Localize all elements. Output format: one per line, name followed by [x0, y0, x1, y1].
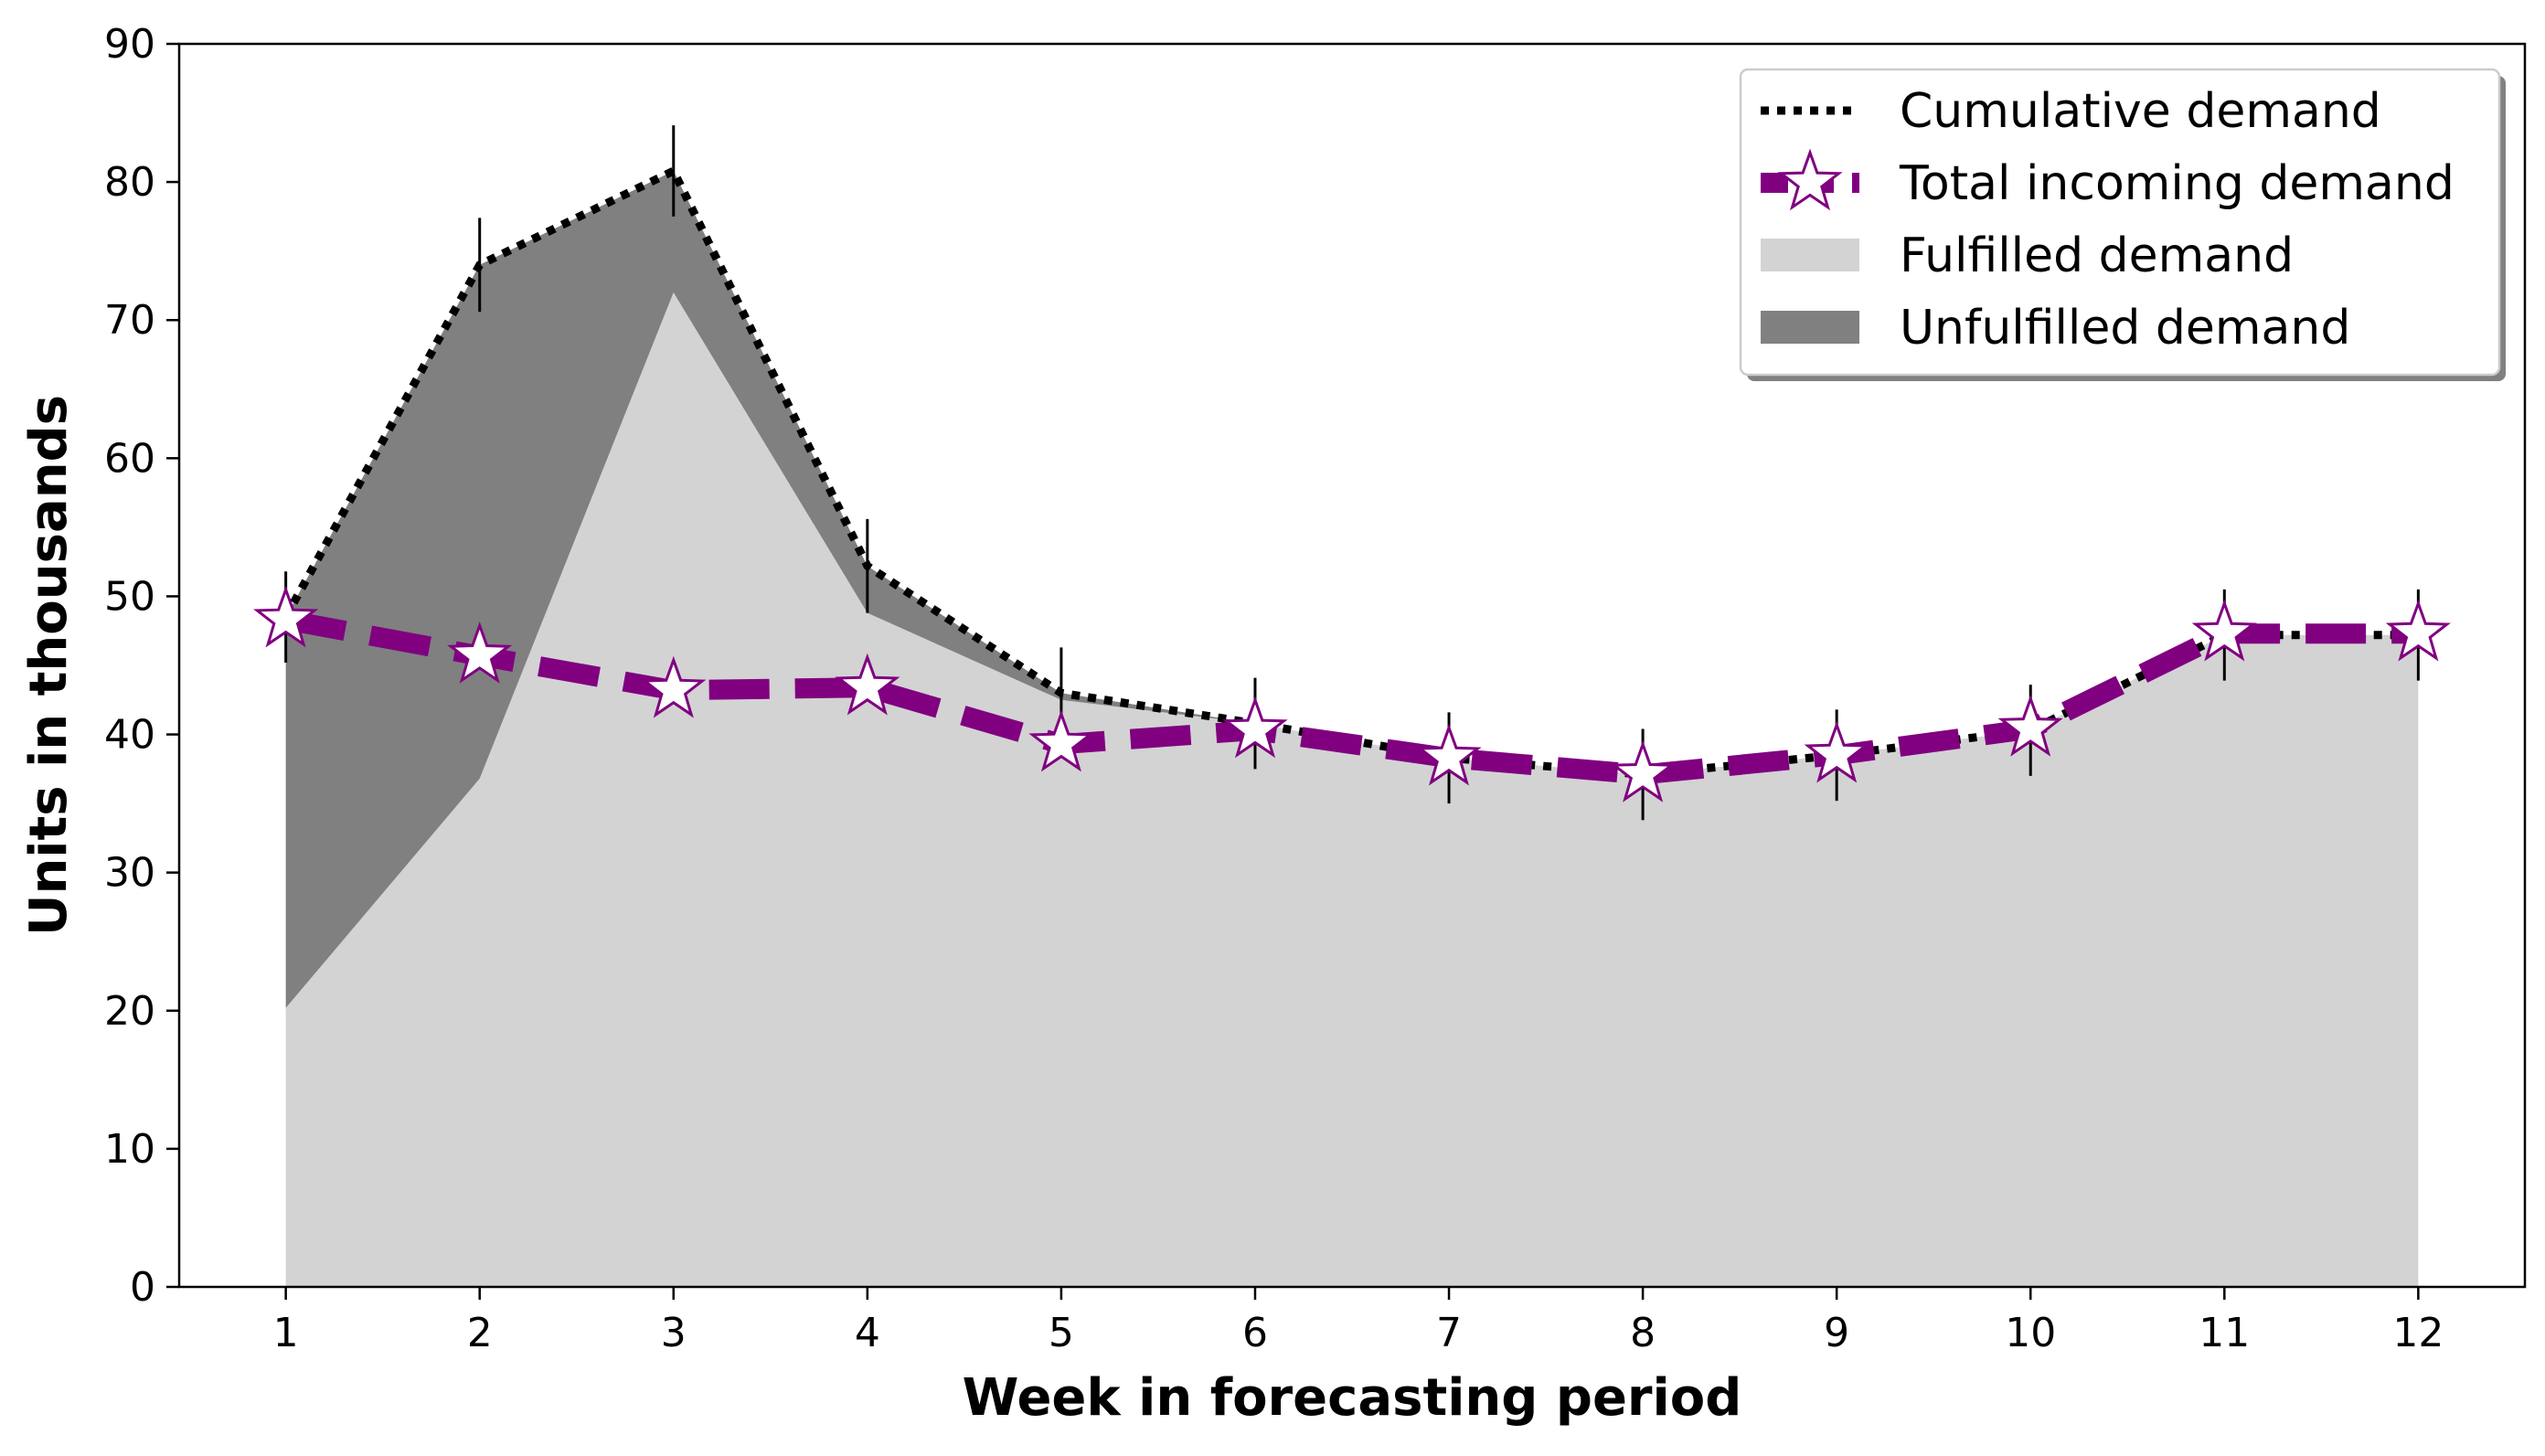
legend-box [1739, 68, 2501, 377]
y-tick-label: 50 [104, 573, 155, 620]
legend-label: Unfulfilled demand [1900, 301, 2350, 356]
star-marker [1028, 709, 1094, 772]
x-axis-title: Week in forecasting period [963, 1368, 1742, 1428]
star-marker [447, 621, 513, 684]
x-tick-label: 10 [2005, 1310, 2056, 1356]
y-tick-label: 40 [104, 712, 155, 759]
y-axis-title: Units in thousands [19, 395, 79, 936]
x-tick-label: 11 [2199, 1310, 2250, 1356]
x-tick-label: 4 [855, 1310, 880, 1356]
fulfilled-area [285, 292, 2419, 1287]
x-tick-label: 5 [1049, 1310, 1074, 1356]
legend-swatch [1761, 311, 1859, 344]
x-tick-label: 3 [661, 1310, 687, 1356]
line-layer [282, 165, 2419, 785]
y-tick-label: 70 [104, 297, 155, 344]
y-tick-label: 0 [130, 1264, 155, 1311]
star-marker [2385, 599, 2451, 662]
legend-label: Cumulative demand [1900, 84, 2381, 139]
y-tick-label: 30 [104, 850, 155, 897]
plot-frame [177, 42, 2527, 1289]
x-tick-label: 1 [273, 1310, 299, 1356]
legend-items: Cumulative demand Total incoming demand Fu… [1761, 84, 2454, 356]
y-tick-label: 20 [104, 988, 155, 1035]
x-tick-label: 12 [2392, 1310, 2444, 1356]
x-tick-label: 6 [1242, 1310, 1268, 1356]
x-tick-label: 7 [1436, 1310, 1462, 1356]
legend-swatch [1761, 239, 1859, 271]
x-tick-label: 9 [1824, 1310, 1849, 1356]
star-marker [1416, 723, 1482, 786]
y-tick-label: 10 [104, 1126, 155, 1173]
star-marker [2191, 599, 2257, 662]
legend-label: Fulfilled demand [1900, 228, 2294, 283]
star-marker [1610, 739, 1676, 802]
area-layer [285, 171, 2419, 1287]
legend-star-icon [1777, 148, 1843, 211]
star-marker [641, 655, 707, 718]
star-marker [1222, 696, 1288, 759]
y-tick-label: 90 [104, 21, 155, 68]
legend: Cumulative demand Total incoming demand Fu… [1739, 68, 2506, 381]
star-marker [835, 653, 900, 716]
star-marker [1997, 695, 2063, 757]
y-tick-label: 80 [104, 159, 155, 206]
x-tick-label: 2 [467, 1310, 493, 1356]
x-tick-label: 8 [1630, 1310, 1656, 1356]
marker-layer [253, 585, 2451, 802]
legend-label: Total incoming demand [1899, 156, 2454, 211]
y-tick-label: 60 [104, 435, 155, 482]
star-marker [1804, 720, 1869, 783]
star-marker [253, 585, 319, 648]
total-incoming-demand-line [283, 610, 2419, 785]
